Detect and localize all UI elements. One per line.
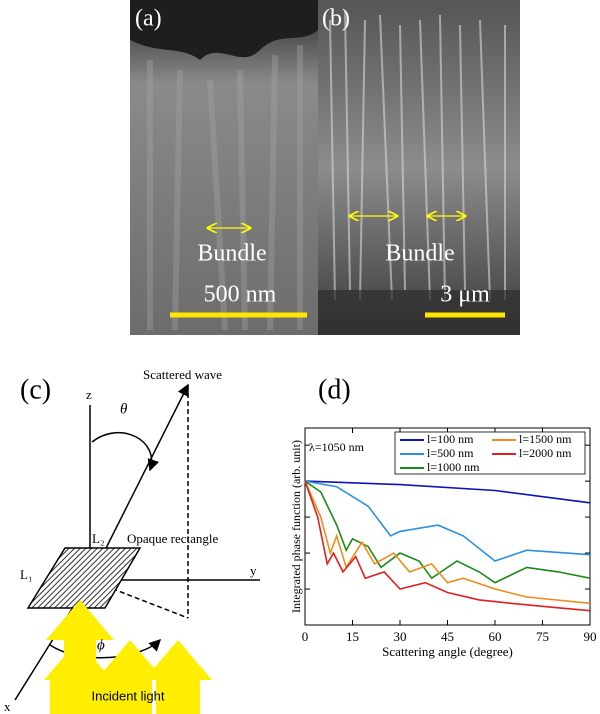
axis-label: y — [250, 563, 257, 578]
sem-a: (a) Bundle 500 nm — [130, 0, 318, 335]
angle-label: ϕ — [97, 637, 105, 653]
x-tick-label: 0 — [302, 629, 309, 644]
panel-label: (d) — [318, 374, 351, 405]
diagram-c-labels: (c) z θ Scattered wave L₂ L₁ Opaque rect… — [4, 367, 257, 714]
x-tick-label: 15 — [346, 629, 359, 644]
scale-label: 500 nm — [204, 282, 277, 308]
annotation: Bundle — [197, 241, 266, 267]
series-line — [304, 480, 591, 612]
x-tick-label: 30 — [394, 629, 407, 644]
axis-label: z — [86, 387, 92, 402]
y-axis-label: Integrated phase function (arb. unit) — [289, 440, 303, 613]
annotation: λ=1050 nm — [309, 440, 365, 454]
label: Opaque rectangle — [127, 531, 219, 546]
x-tick-label: 45 — [441, 629, 454, 644]
legend-label: l=100 nm — [427, 432, 474, 446]
label: Incident light — [92, 688, 165, 703]
series-line — [304, 480, 591, 562]
panel-label: (b) — [322, 6, 350, 32]
series-line — [304, 480, 591, 584]
chart: (d) 0 15 30 45 60 75 90 Scattering angle (degree… — [289, 374, 597, 659]
x-axis-label: Scattering angle (degree) — [382, 644, 513, 659]
legend-label: l=1000 nm — [427, 460, 480, 474]
angle-label: θ — [120, 401, 128, 417]
label: L₂ — [92, 531, 104, 546]
legend-label: l=500 nm — [427, 446, 474, 460]
x-tick-label: 60 — [489, 629, 502, 644]
legend-box — [394, 431, 586, 475]
sem-b: (b) Bundle 3 μm — [318, 0, 520, 335]
scale-label: 3 μm — [440, 282, 490, 308]
annotation: Bundle — [385, 241, 454, 267]
legend-label: l=1500 nm — [519, 432, 572, 446]
x-tick-label: 75 — [536, 629, 549, 644]
axis-label: x — [4, 699, 11, 714]
x-tick-label: 90 — [584, 629, 597, 644]
legend-label: l=2000 nm — [519, 446, 572, 460]
series-line — [304, 480, 591, 605]
series-line — [304, 480, 591, 504]
panel-label: (c) — [20, 374, 51, 405]
label: Scattered wave — [143, 367, 222, 382]
diagram-c — [14, 383, 260, 714]
panel-label: (a) — [135, 6, 162, 32]
label: L₁ — [20, 567, 32, 582]
